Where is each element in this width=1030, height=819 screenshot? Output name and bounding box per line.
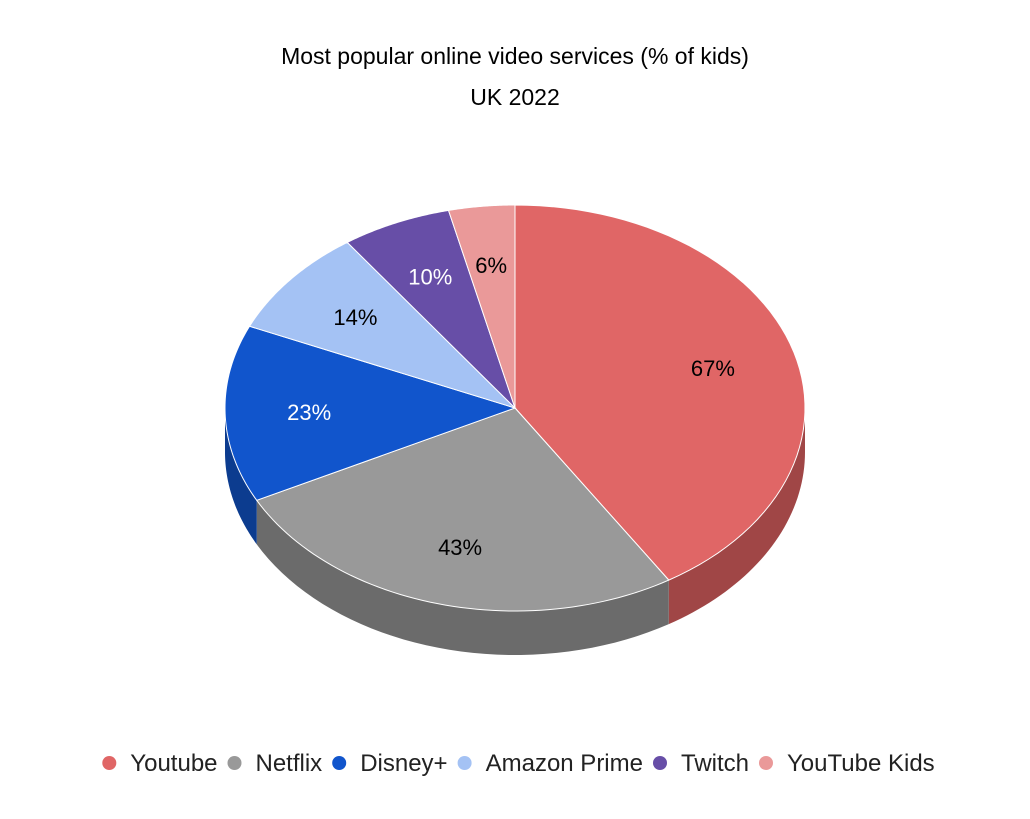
legend-item-youtube: Youtube (102, 750, 218, 777)
legend-item-netflix: Netflix (227, 750, 323, 777)
legend: Youtube Netflix Disney+ Amazon Prime Twitch Y… (102, 750, 935, 777)
legend-item-disney: Disney+ (332, 750, 448, 777)
legend-dot (332, 756, 347, 770)
pie-side-disney (225, 408, 257, 545)
pie-label-youtube: 67% (691, 356, 735, 381)
chart-subtitle: UK 2022 (470, 84, 560, 110)
legend-dot (759, 756, 773, 770)
pie-label-youtube-kids: 6% (475, 253, 507, 278)
legend-label: Disney+ (360, 750, 447, 777)
legend-dot (102, 756, 117, 770)
legend-dot (227, 756, 242, 770)
legend-label: Twitch (681, 750, 749, 777)
pie-slices (224, 204, 806, 612)
pie-label-twitch: 10% (408, 265, 452, 290)
legend-label: Netflix (256, 750, 323, 777)
pie-sides (225, 408, 805, 655)
pie-slice-disney (224, 325, 517, 501)
pie-side-netflix (256, 500, 669, 655)
pie-label-netflix: 43% (438, 535, 482, 560)
legend-dot (653, 756, 667, 770)
pie-label-amazon-prime: 14% (333, 305, 377, 330)
pie-slice-twitch (346, 209, 516, 409)
legend-label: YouTube Kids (787, 750, 935, 777)
pie-side-youtube (668, 408, 805, 625)
pie-slice-amazon-prime (248, 241, 516, 409)
chart-title: Most popular online video services (% of… (281, 43, 749, 69)
pie-slice-netflix (255, 407, 670, 612)
legend-label: Youtube (130, 750, 217, 777)
legend-item-amazon-prime: Amazon Prime (457, 750, 643, 777)
pie-slice-youtube (514, 204, 806, 581)
legend-item-youtube-kids: YouTube Kids (759, 750, 935, 777)
legend-label: Amazon Prime (486, 750, 643, 777)
legend-item-twitch: Twitch (653, 750, 749, 777)
pie-slice-youtube-kids (447, 204, 516, 409)
legend-dot (457, 756, 472, 770)
pie-labels: 67% 43% 23% 14% 10% 6% (287, 253, 735, 560)
pie-label-disney: 23% (287, 400, 331, 425)
